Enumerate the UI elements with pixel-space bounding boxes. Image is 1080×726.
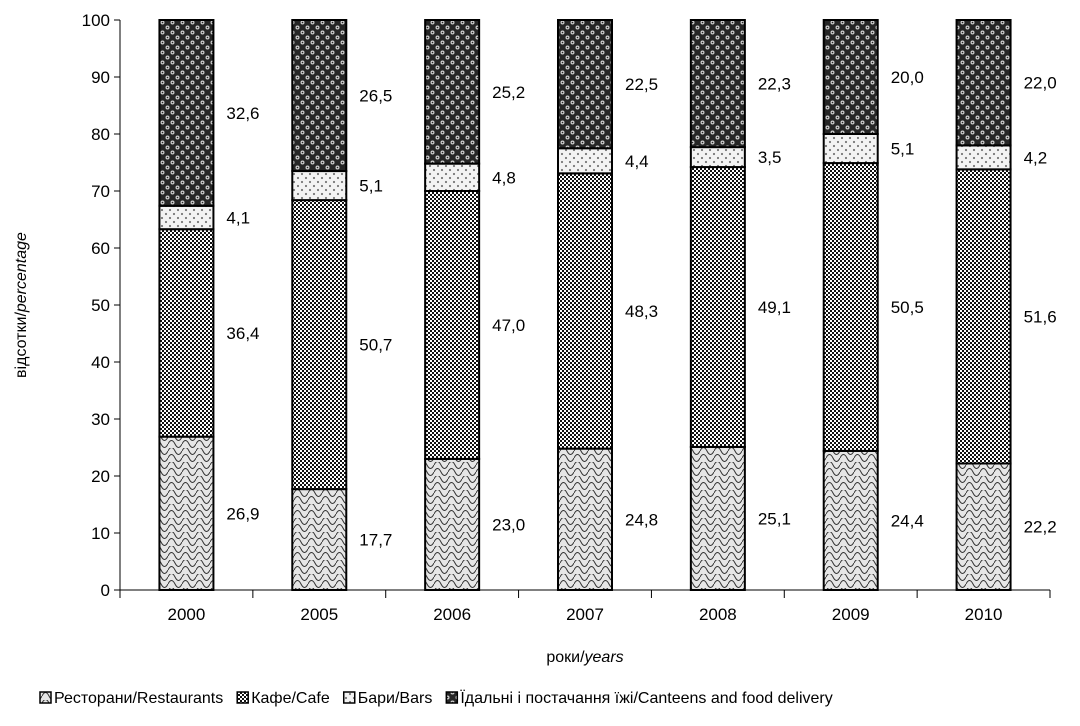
bar-segment-canteens: [689, 19, 746, 149]
data-label: 4,4: [625, 152, 649, 171]
data-label: 20,0: [891, 68, 924, 87]
data-label: 51,6: [1024, 307, 1057, 326]
data-label: 22,2: [1024, 518, 1057, 537]
legend-label: Ресторани/Restaurants: [54, 690, 223, 707]
x-tick-label: 2008: [699, 605, 737, 624]
data-label: 25,1: [758, 509, 791, 528]
data-labels: 26,9 36,4 4,1 32,6 17,7 50,7 5,1 26,5 23,0 47,0 4,…: [226, 68, 1056, 550]
y-tick-label: 10: [91, 524, 110, 543]
y-axis: 0 10 20 30 40 50 60 70 80 90 100: [82, 11, 121, 600]
bar-segment-restaurants: [291, 488, 348, 591]
x-tick-label: 2005: [300, 605, 338, 624]
bar-segment-bars: [689, 146, 746, 169]
y-axis-title: відсотки/percentage: [13, 232, 30, 378]
bar-segment-cafe: [291, 199, 348, 491]
data-label: 3,5: [758, 148, 782, 167]
bar-segment-restaurants: [955, 462, 1012, 591]
x-axis-title: роки/years: [546, 649, 623, 666]
data-label: 4,1: [226, 209, 250, 228]
x-tick-label: 2010: [965, 605, 1003, 624]
legend-swatch-canteens: [445, 691, 459, 704]
legend: Ресторани/Restaurants Кафе/Cafe Бари/Bars Ї…: [39, 689, 833, 707]
y-tick-label: 60: [91, 239, 110, 258]
bar-segment-restaurants: [689, 445, 746, 591]
bar-segment-cafe: [689, 166, 746, 448]
bar-segment-cafe: [557, 172, 613, 450]
bar-segment-cafe: [158, 228, 215, 438]
legend-swatch-restaurants: [39, 691, 52, 704]
data-label: 36,4: [226, 324, 259, 343]
data-label: 22,3: [758, 75, 791, 94]
y-tick-label: 30: [91, 410, 110, 429]
data-label: 47,0: [492, 316, 525, 335]
bar-segment-bars: [822, 133, 879, 165]
bar-segment-canteens: [424, 19, 481, 165]
legend-swatch-bars: [342, 691, 356, 704]
bar-segment-cafe: [822, 162, 879, 452]
bar-segment-restaurants: [158, 435, 215, 592]
bar-segment-canteens: [822, 19, 879, 135]
bar-segment-restaurants: [822, 449, 879, 592]
data-label: 49,1: [758, 298, 791, 317]
y-tick-label: 100: [82, 11, 110, 30]
data-label: 5,1: [359, 177, 383, 196]
data-label: 26,9: [226, 504, 259, 523]
data-label: 17,7: [359, 531, 392, 550]
y-tick-label: 70: [91, 182, 110, 201]
data-label: 22,5: [625, 75, 658, 94]
bar-segment-cafe: [424, 190, 481, 460]
data-label: 26,5: [359, 87, 392, 106]
x-tick-label: 2007: [566, 605, 604, 624]
bar-segment-canteens: [291, 19, 348, 173]
bar-segment-restaurants: [424, 457, 481, 591]
data-label: 50,7: [359, 336, 392, 355]
legend-label: Кафе/Cafe: [251, 690, 330, 707]
data-label: 23,0: [492, 515, 525, 534]
y-tick-label: 20: [91, 467, 110, 486]
legend-swatch-cafe: [236, 691, 249, 704]
bar-segment-canteens: [557, 19, 613, 150]
bar-segment-bars: [424, 162, 481, 192]
bar-segment-bars: [291, 170, 348, 202]
data-label: 24,8: [625, 510, 658, 529]
x-tick-label: 2006: [433, 605, 471, 624]
bar-segment-canteens: [955, 19, 1012, 147]
y-tick-label: 0: [101, 581, 110, 600]
y-tick-label: 50: [91, 296, 110, 315]
data-label: 48,3: [625, 302, 658, 321]
y-tick-label: 80: [91, 125, 110, 144]
bar-segment-restaurants: [557, 447, 613, 592]
data-label: 32,6: [226, 104, 259, 123]
data-label: 5,1: [891, 140, 915, 159]
bar-segment-cafe: [955, 168, 1012, 465]
bars: [158, 19, 1012, 592]
data-label: 24,4: [891, 511, 924, 530]
data-label: 25,2: [492, 83, 525, 102]
x-tick-label: 2000: [168, 605, 206, 624]
bar-segment-bars: [955, 144, 1012, 171]
legend-label: Бари/Bars: [358, 690, 433, 707]
bar-segment-bars: [557, 147, 613, 175]
data-label: 50,5: [891, 298, 924, 317]
x-axis: 2000 2005 2006 2007 2008 2009 2010: [119, 589, 1051, 624]
data-label: 22,0: [1024, 74, 1057, 93]
data-label: 4,2: [1024, 148, 1048, 167]
x-tick-label: 2009: [832, 605, 870, 624]
data-label: 4,8: [492, 168, 516, 187]
y-tick-label: 40: [91, 353, 110, 372]
y-tick-label: 90: [91, 68, 110, 87]
bar-segment-bars: [158, 204, 215, 231]
bar-segment-canteens: [158, 19, 215, 207]
legend-label: Їдальні і постачання їжі/Canteens and fo…: [460, 689, 832, 707]
